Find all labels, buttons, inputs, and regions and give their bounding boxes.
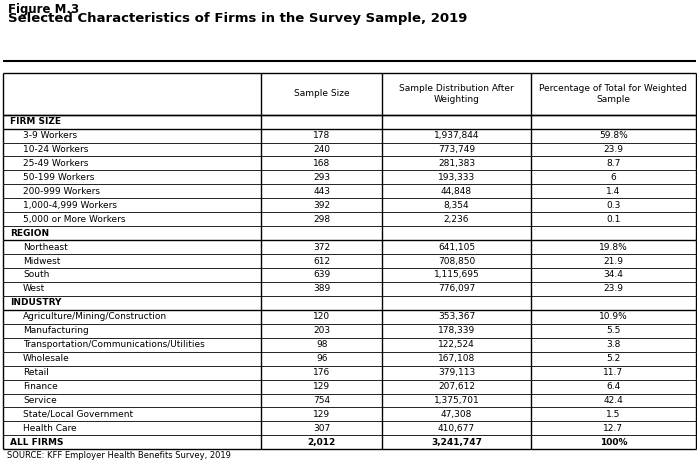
Text: 298: 298 (313, 215, 330, 224)
Text: 281,383: 281,383 (438, 159, 475, 168)
Text: 240: 240 (313, 145, 330, 154)
Text: 23.9: 23.9 (604, 145, 623, 154)
Text: 47,308: 47,308 (441, 410, 473, 419)
Text: Agriculture/Mining/Construction: Agriculture/Mining/Construction (23, 312, 167, 322)
Text: 10-24 Workers: 10-24 Workers (23, 145, 89, 154)
Text: Selected Characteristics of Firms in the Survey Sample, 2019: Selected Characteristics of Firms in the… (8, 12, 468, 25)
Text: Midwest: Midwest (23, 256, 61, 265)
Text: 0.1: 0.1 (606, 215, 620, 224)
Text: FIRM SIZE: FIRM SIZE (10, 117, 61, 126)
Text: 193,333: 193,333 (438, 173, 475, 182)
Text: State/Local Government: State/Local Government (23, 410, 133, 419)
Text: REGION: REGION (10, 229, 49, 238)
Text: Percentage of Total for Weighted
Sample: Percentage of Total for Weighted Sample (539, 84, 687, 103)
Text: 1,115,695: 1,115,695 (434, 271, 480, 279)
Text: South: South (23, 271, 49, 279)
Text: 641,105: 641,105 (438, 242, 475, 252)
Text: 1,937,844: 1,937,844 (434, 131, 480, 140)
Text: 167,108: 167,108 (438, 354, 475, 363)
Text: 1,375,701: 1,375,701 (434, 396, 480, 405)
Text: 12.7: 12.7 (604, 424, 623, 433)
Text: 639: 639 (313, 271, 330, 279)
Text: 776,097: 776,097 (438, 285, 475, 293)
Text: 200-999 Workers: 200-999 Workers (23, 187, 100, 196)
Text: 5.5: 5.5 (606, 326, 620, 335)
Text: 96: 96 (316, 354, 328, 363)
Text: 207,612: 207,612 (438, 382, 475, 391)
Text: 23.9: 23.9 (604, 285, 623, 293)
Text: 3,241,747: 3,241,747 (431, 438, 482, 447)
Text: 21.9: 21.9 (604, 256, 623, 265)
Text: 443: 443 (313, 187, 330, 196)
Text: 372: 372 (313, 242, 330, 252)
Text: 389: 389 (313, 285, 330, 293)
Text: 5,000 or More Workers: 5,000 or More Workers (23, 215, 125, 224)
Text: Finance: Finance (23, 382, 58, 391)
Text: 129: 129 (313, 410, 330, 419)
Text: 410,677: 410,677 (438, 424, 475, 433)
Text: INDUSTRY: INDUSTRY (10, 299, 62, 307)
Text: 129: 129 (313, 382, 330, 391)
Text: 612: 612 (313, 256, 330, 265)
Text: 1.4: 1.4 (606, 187, 620, 196)
Text: 8,354: 8,354 (444, 201, 469, 210)
Text: 8.7: 8.7 (606, 159, 620, 168)
Text: 5.2: 5.2 (606, 354, 620, 363)
Text: Service: Service (23, 396, 56, 405)
Text: SOURCE: KFF Employer Health Benefits Survey, 2019: SOURCE: KFF Employer Health Benefits Sur… (7, 451, 231, 460)
Text: 6.4: 6.4 (606, 382, 620, 391)
Text: 773,749: 773,749 (438, 145, 475, 154)
Text: 307: 307 (313, 424, 330, 433)
Text: 34.4: 34.4 (604, 271, 623, 279)
Text: 754: 754 (313, 396, 330, 405)
Text: Figure M.3: Figure M.3 (8, 3, 79, 16)
Text: 2,236: 2,236 (444, 215, 469, 224)
Text: 392: 392 (313, 201, 330, 210)
Text: 178,339: 178,339 (438, 326, 475, 335)
Text: 44,848: 44,848 (441, 187, 472, 196)
Text: Sample Size: Sample Size (294, 89, 349, 98)
Text: 3.8: 3.8 (606, 340, 620, 349)
Text: 293: 293 (313, 173, 330, 182)
Text: 59.8%: 59.8% (599, 131, 628, 140)
Text: 19.8%: 19.8% (599, 242, 628, 252)
Text: 379,113: 379,113 (438, 368, 475, 377)
Text: 2,012: 2,012 (307, 438, 336, 447)
Text: Retail: Retail (23, 368, 49, 377)
Text: 176: 176 (313, 368, 330, 377)
Text: 708,850: 708,850 (438, 256, 475, 265)
Text: 203: 203 (313, 326, 330, 335)
Text: 6: 6 (611, 173, 616, 182)
Text: 178: 178 (313, 131, 330, 140)
Text: 25-49 Workers: 25-49 Workers (23, 159, 89, 168)
Text: 0.3: 0.3 (606, 201, 620, 210)
Text: 11.7: 11.7 (604, 368, 623, 377)
Text: 168: 168 (313, 159, 330, 168)
Text: West: West (23, 285, 45, 293)
Text: Transportation/Communications/Utilities: Transportation/Communications/Utilities (23, 340, 205, 349)
Text: ALL FIRMS: ALL FIRMS (10, 438, 64, 447)
Text: Manufacturing: Manufacturing (23, 326, 89, 335)
Text: Northeast: Northeast (23, 242, 68, 252)
Text: 10.9%: 10.9% (599, 312, 628, 322)
Text: Health Care: Health Care (23, 424, 77, 433)
Text: 1,000-4,999 Workers: 1,000-4,999 Workers (23, 201, 117, 210)
Text: 3-9 Workers: 3-9 Workers (23, 131, 77, 140)
Text: 98: 98 (316, 340, 328, 349)
Text: 120: 120 (313, 312, 330, 322)
Text: 353,367: 353,367 (438, 312, 475, 322)
Text: Sample Distribution After
Weighting: Sample Distribution After Weighting (399, 84, 514, 103)
Text: Wholesale: Wholesale (23, 354, 70, 363)
Text: 1.5: 1.5 (606, 410, 620, 419)
Text: 50-199 Workers: 50-199 Workers (23, 173, 94, 182)
Text: 42.4: 42.4 (604, 396, 623, 405)
Text: 122,524: 122,524 (438, 340, 475, 349)
Text: 100%: 100% (599, 438, 627, 447)
